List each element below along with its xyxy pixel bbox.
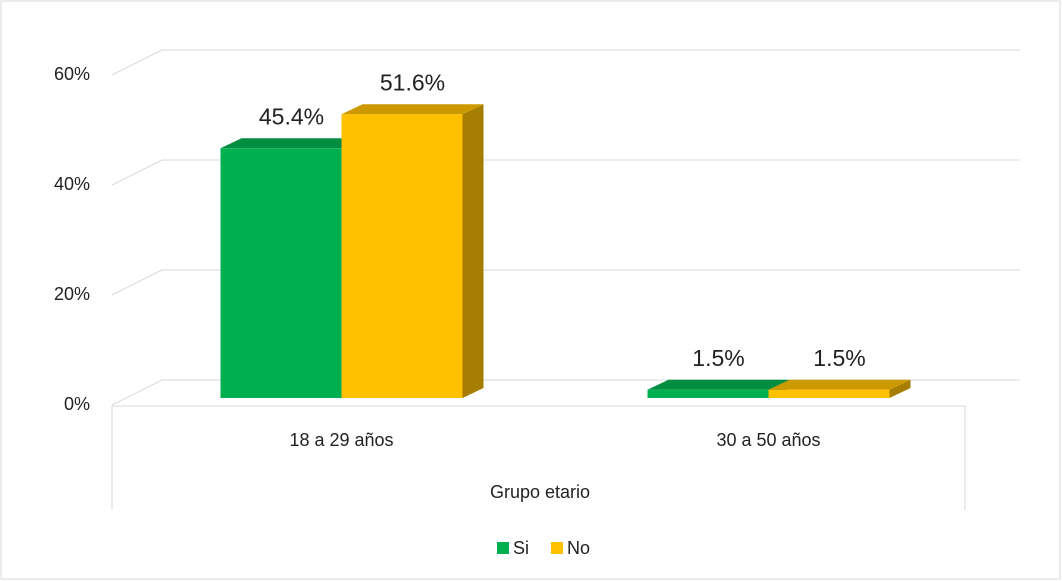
grid-line — [111, 49, 163, 76]
x-tick-label: 30 a 50 años — [716, 430, 820, 450]
bar — [647, 379, 790, 398]
bar-top — [768, 379, 911, 390]
bar-front — [220, 148, 342, 398]
legend-swatch — [551, 542, 564, 554]
bar-top — [341, 104, 484, 115]
bar-front — [341, 114, 463, 398]
value-label: 1.5% — [813, 345, 865, 371]
bar — [220, 138, 363, 399]
bar-side — [462, 104, 484, 398]
bar-top — [220, 138, 363, 149]
bar — [341, 104, 484, 398]
legend-label: No — [567, 538, 590, 558]
bar — [768, 379, 911, 398]
legend-swatch — [497, 542, 509, 554]
legend-label: Si — [513, 538, 529, 558]
value-label: 51.6% — [380, 69, 445, 95]
grid-line — [111, 159, 163, 186]
y-tick-label: 40% — [54, 174, 90, 194]
y-tick-label: 20% — [54, 284, 90, 304]
bar-front — [647, 389, 769, 398]
bar-front — [768, 389, 890, 398]
value-label: 1.5% — [692, 345, 744, 371]
y-tick-label: 60% — [54, 64, 90, 84]
bar-side — [889, 379, 911, 398]
x-tick-label: 18 a 29 años — [289, 430, 393, 450]
value-label: 45.4% — [259, 103, 324, 129]
x-axis-label: Grupo etario — [490, 482, 590, 502]
grid-line — [111, 379, 163, 406]
bar-top — [647, 379, 790, 390]
y-tick-label: 0% — [64, 394, 90, 414]
grid-line — [111, 269, 163, 296]
